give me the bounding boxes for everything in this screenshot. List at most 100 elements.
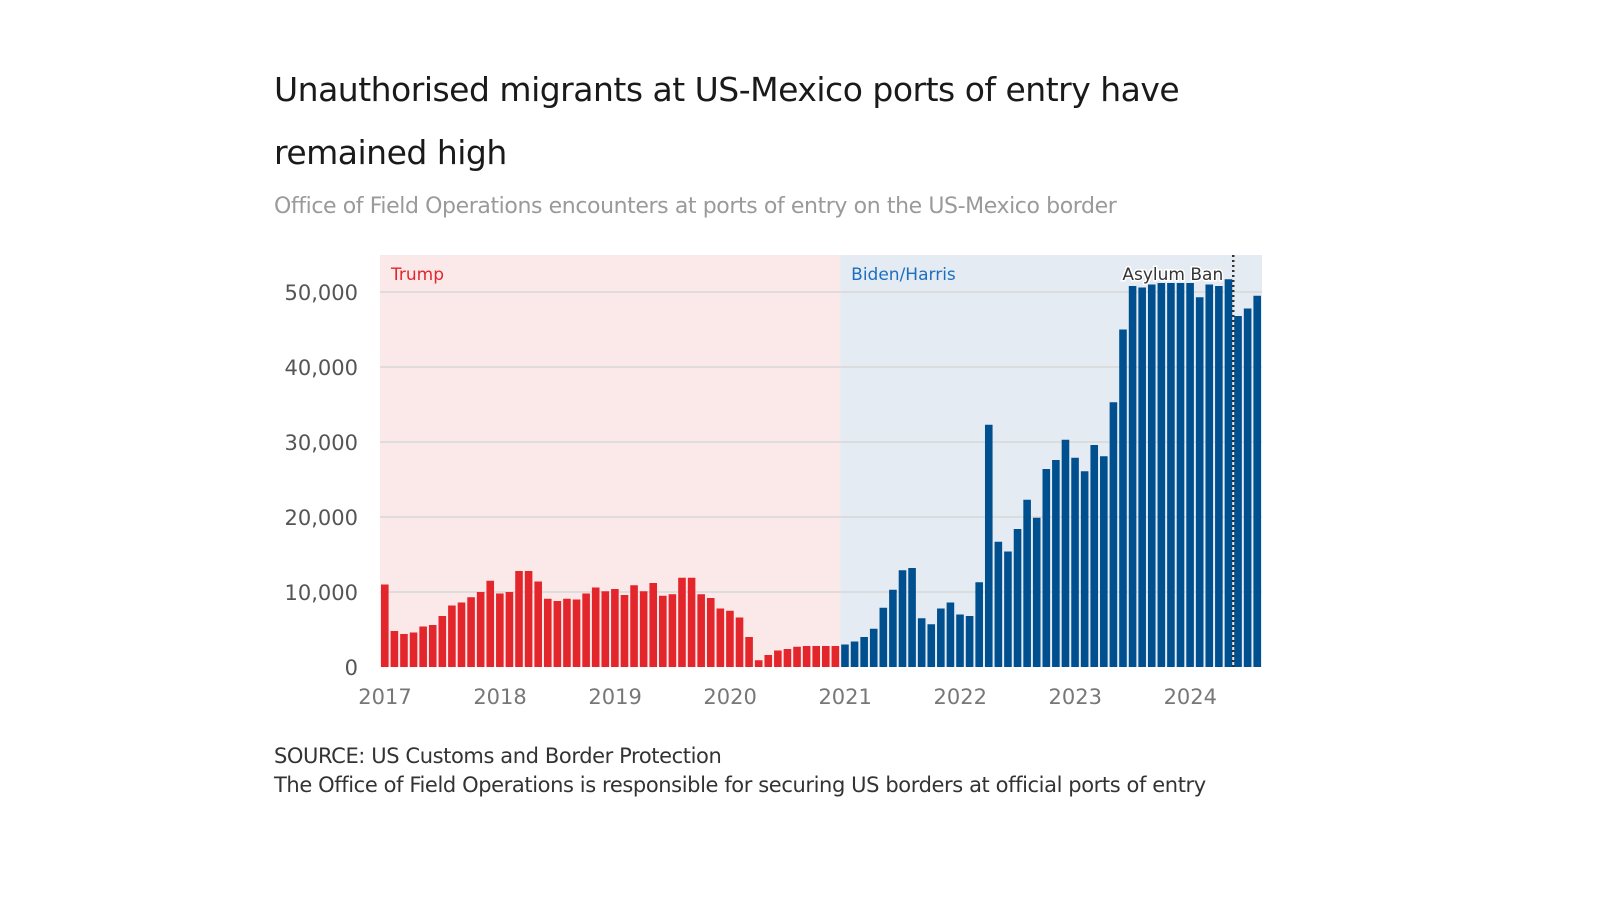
y-tick-label: 10,000 [285,581,358,605]
bar-biden [1013,529,1022,667]
bar-biden [1157,283,1166,667]
bar-biden [1215,286,1223,667]
bar-trump [706,598,715,667]
bar-trump [486,580,495,667]
y-tick-label: 50,000 [285,281,358,305]
bar-trump [553,601,562,667]
bar-biden [1052,460,1060,667]
bar-trump [591,587,600,667]
asylum-ban-label: Asylum Ban [1122,265,1223,285]
y-tick-label: 20,000 [285,506,358,530]
bar-trump [735,617,744,667]
bar-trump [793,646,801,667]
biden-era-label: Biden/Harris [851,265,956,285]
bar-trump [572,599,581,667]
bar-trump [543,598,552,667]
x-tick-label: 2019 [588,685,641,709]
bar-biden [1186,283,1194,667]
trump-era-background [380,255,841,667]
bar-biden [1071,457,1079,667]
bar-biden [927,624,936,667]
y-tick-label: 0 [345,656,358,680]
bar-trump [611,589,619,667]
y-tick-label: 30,000 [285,431,358,455]
bar-biden [1128,286,1137,667]
bar-trump [582,593,590,667]
bar-biden [889,589,897,667]
bar-trump [419,626,427,667]
bar-trump [563,598,571,667]
bar-trump [774,650,782,667]
bar-trump [716,608,725,667]
bar-trump [381,584,389,667]
bar-trump [726,610,734,667]
bar-trump [783,649,792,667]
bar-trump [687,577,696,667]
x-tick-label: 2024 [1164,685,1217,709]
bar-trump [457,602,466,667]
bar-biden [1109,402,1118,667]
bar-biden [917,618,926,667]
bar-biden [1023,499,1031,667]
bar-trump [678,577,686,667]
bar-trump [639,591,648,667]
bar-biden [1004,551,1012,667]
bar-biden [1119,329,1127,667]
bar-trump [601,591,610,667]
bar-trump [534,581,542,667]
bar-trump [505,592,514,667]
bar-trump [697,594,705,667]
bar-biden [1243,308,1252,667]
bar-trump [630,585,638,667]
source-text: SOURCE: US Customs and Border Protection [274,744,722,768]
bar-trump [438,616,447,667]
bar-biden [1100,456,1108,667]
bar-trump [428,625,437,667]
trump-era-label: Trump [390,265,444,285]
bar-biden [1138,287,1146,667]
bar-biden [1042,469,1051,667]
bar-biden [1032,517,1041,667]
bar-trump [467,597,475,667]
chart-title: Unauthorised migrants at US-Mexico ports… [274,70,1180,172]
bar-biden [1234,316,1242,667]
bar-trump [754,660,763,667]
bar-biden [1224,279,1233,667]
x-tick-label: 2022 [933,685,986,709]
bar-trump [409,632,418,667]
bar-biden [879,607,888,667]
bar-trump [659,595,667,667]
bar-biden [975,582,983,667]
bar-trump [515,571,523,667]
bar-trump [620,595,629,667]
bar-biden [956,614,964,667]
bar-trump [390,631,399,667]
bar-trump [764,655,773,667]
bar-biden [908,568,916,667]
bar-biden [898,570,907,667]
chart-notes: SOURCE: US Customs and Border Protection… [274,742,1284,800]
bar-trump [496,593,504,667]
bar-biden [984,424,993,667]
bar-biden [841,644,849,667]
bar-trump [802,646,811,667]
bar-biden [1176,283,1185,667]
bar-biden [1090,445,1099,667]
chart-subtitle: Office of Field Operations encounters at… [274,194,1117,219]
x-tick-label: 2017 [358,685,411,709]
bar-trump [822,646,830,667]
bar-biden [869,628,878,667]
bar-trump [668,594,677,667]
bar-biden [1080,471,1089,667]
x-tick-label: 2021 [818,685,871,709]
bar-chart: 0 10,000 20,000 30,000 40,000 50,000 2017 2018 2… [285,255,1262,709]
x-tick-label: 2018 [473,685,526,709]
footnote-text: The Office of Field Operations is respon… [274,773,1206,797]
bar-biden [860,637,868,667]
bar-trump [476,592,485,667]
bar-biden [1167,283,1175,667]
bar-trump [745,637,753,667]
bar-trump [400,634,408,667]
x-tick-label: 2023 [1049,685,1102,709]
x-tick-label: 2020 [703,685,756,709]
